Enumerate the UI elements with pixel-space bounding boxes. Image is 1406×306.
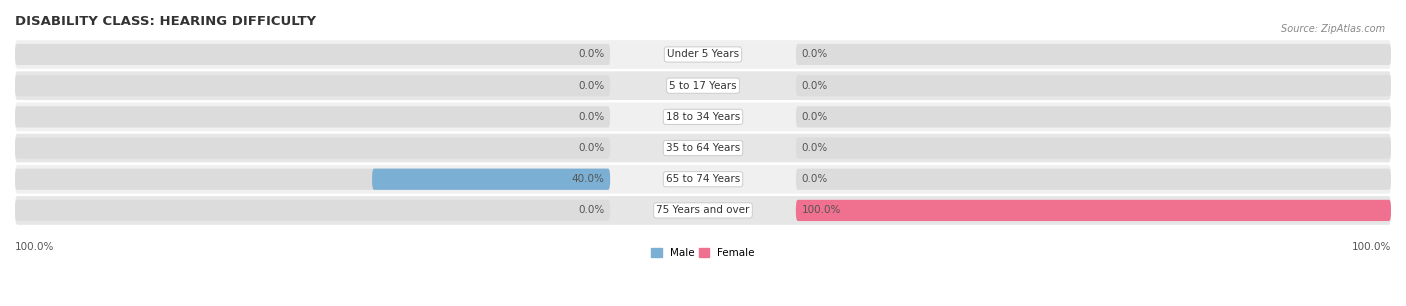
FancyBboxPatch shape [15, 169, 610, 190]
FancyBboxPatch shape [15, 103, 1391, 131]
FancyBboxPatch shape [15, 44, 610, 65]
Text: 40.0%: 40.0% [572, 174, 605, 184]
Text: 0.0%: 0.0% [801, 143, 828, 153]
FancyBboxPatch shape [796, 106, 1391, 128]
Text: 100.0%: 100.0% [801, 205, 841, 215]
Text: 0.0%: 0.0% [578, 50, 605, 59]
FancyBboxPatch shape [796, 169, 1391, 190]
Text: 0.0%: 0.0% [801, 174, 828, 184]
Text: 0.0%: 0.0% [578, 143, 605, 153]
Text: Source: ZipAtlas.com: Source: ZipAtlas.com [1281, 24, 1385, 35]
Text: 0.0%: 0.0% [578, 112, 605, 122]
Text: Under 5 Years: Under 5 Years [666, 50, 740, 59]
FancyBboxPatch shape [796, 75, 1391, 96]
FancyBboxPatch shape [373, 169, 610, 190]
Text: 0.0%: 0.0% [578, 205, 605, 215]
FancyBboxPatch shape [796, 44, 1391, 65]
FancyBboxPatch shape [15, 200, 610, 221]
FancyBboxPatch shape [796, 200, 1391, 221]
FancyBboxPatch shape [15, 165, 1391, 194]
FancyBboxPatch shape [796, 137, 1391, 159]
Text: 65 to 74 Years: 65 to 74 Years [666, 174, 740, 184]
Text: 0.0%: 0.0% [801, 112, 828, 122]
FancyBboxPatch shape [15, 106, 610, 128]
Text: DISABILITY CLASS: HEARING DIFFICULTY: DISABILITY CLASS: HEARING DIFFICULTY [15, 15, 316, 28]
Text: 0.0%: 0.0% [801, 81, 828, 91]
FancyBboxPatch shape [796, 200, 1391, 221]
Text: 0.0%: 0.0% [578, 81, 605, 91]
FancyBboxPatch shape [15, 75, 610, 96]
Text: 5 to 17 Years: 5 to 17 Years [669, 81, 737, 91]
Legend: Male, Female: Male, Female [647, 244, 759, 262]
Text: 35 to 64 Years: 35 to 64 Years [666, 143, 740, 153]
FancyBboxPatch shape [15, 40, 1391, 69]
Text: 75 Years and over: 75 Years and over [657, 205, 749, 215]
FancyBboxPatch shape [15, 196, 1391, 225]
FancyBboxPatch shape [15, 134, 1391, 162]
Text: 100.0%: 100.0% [15, 242, 55, 252]
FancyBboxPatch shape [15, 71, 1391, 100]
Text: 100.0%: 100.0% [1351, 242, 1391, 252]
Text: 0.0%: 0.0% [801, 50, 828, 59]
Text: 18 to 34 Years: 18 to 34 Years [666, 112, 740, 122]
FancyBboxPatch shape [15, 137, 610, 159]
